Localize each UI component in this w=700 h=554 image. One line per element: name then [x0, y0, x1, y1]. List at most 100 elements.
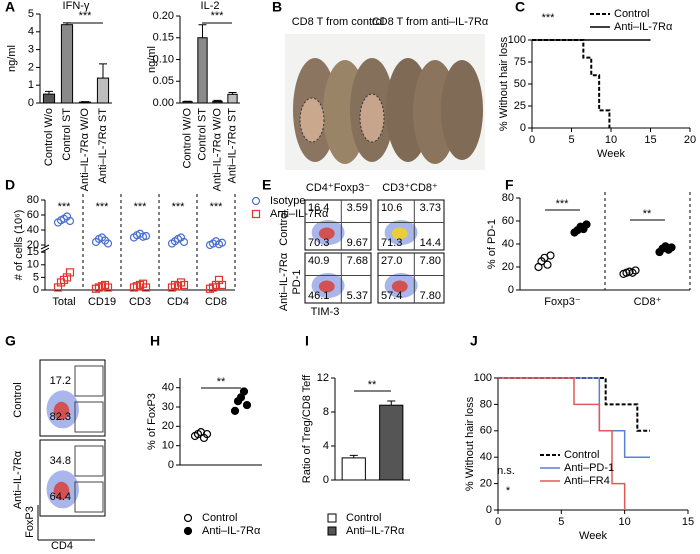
y-tick-label: 60 [27, 209, 39, 221]
y-tick-label: 0 [168, 459, 174, 471]
y-tick-label: 0 [486, 504, 492, 516]
gate-value: 34.8 [50, 455, 71, 467]
quadrant-value: 27.0 [381, 255, 402, 267]
y-tick-label: 40 [27, 224, 39, 236]
y-tick-label: 40 [162, 382, 174, 394]
y-tick-label: 80 [27, 194, 39, 206]
error-bar [99, 63, 107, 79]
x-tick-label: Control W/o [43, 108, 55, 166]
row-label: Control [12, 382, 24, 417]
legend-label: Anti–IL-7Rα [202, 525, 261, 537]
data-point [582, 220, 591, 229]
legend-label: Anti–PD-1 [564, 462, 614, 474]
data-point [103, 239, 113, 248]
data-point [217, 280, 227, 290]
y-tick-label: 20 [27, 239, 39, 251]
annotation: ** [368, 379, 377, 391]
error-bar [349, 454, 358, 458]
x-tick-label: CD3 [129, 296, 151, 308]
legend-label: Control [346, 512, 381, 524]
y-axis-label: PD-1 [291, 269, 303, 294]
y-tick-label: 0 [28, 97, 34, 109]
quadrant-value: 9.67 [347, 237, 368, 249]
y-tick-label: 20 [480, 478, 492, 490]
annotation: *** [210, 201, 224, 213]
x-tick-label: 10 [605, 134, 617, 146]
flow-panel: E CD4⁺Foxp3⁻ CD3⁺CD8⁺ Control Anti–IL-7R… [262, 177, 438, 318]
y-tick-label: 0.10 [153, 53, 174, 65]
y-axis-label: % of PD-1 [486, 219, 498, 269]
row-label: Control [278, 210, 290, 245]
legend-swatch [327, 526, 337, 536]
survival-line [532, 39, 611, 128]
y-axis-label: ng/ml [6, 45, 18, 72]
y-tick-label: 1 [28, 79, 34, 91]
survival-line [498, 377, 626, 510]
gate [74, 445, 104, 477]
row-label: Anti–IL-7Rα [278, 252, 290, 311]
panel-letter: D [5, 177, 15, 193]
quadrant-value: 7.80 [420, 255, 441, 267]
x-tick-label: CD8 [205, 296, 227, 308]
y-axis-label: % Without hair loss [498, 36, 510, 131]
bar [42, 93, 56, 104]
y-axis-label: Ratio of Treg/CD8 Teff [301, 374, 313, 483]
data-point [179, 280, 189, 290]
y-tick-label: 80 [502, 192, 514, 204]
annotation: *** [134, 201, 148, 213]
x-tick-label: 10 [619, 516, 631, 528]
panel-letter: J [470, 333, 478, 349]
data-point [546, 251, 555, 260]
legend-label: Isotype [270, 195, 305, 207]
y-axis-label: # of cells (10⁶) [13, 210, 25, 281]
cell-cloud [53, 481, 70, 501]
x-tick-label: Anti–IL-7Rα ST [226, 108, 238, 184]
y-tick-label: 0.20 [153, 10, 174, 22]
legend-swatch [183, 526, 193, 536]
annotation: *** [79, 10, 93, 22]
y-axis-label: ng/ml [146, 46, 158, 73]
row-label: Anti–IL-7Rα [12, 450, 24, 509]
gate [74, 365, 104, 397]
y-tick-label: 2 [28, 61, 34, 73]
x-tick-label: Anti–IL-7Rα W/O [79, 108, 91, 192]
flow-panel: G Control Anti–IL-7Rα FoxP3 CD4 [5, 333, 95, 552]
cell-cloud [53, 401, 70, 421]
annotation: *** [172, 201, 186, 213]
column-label: CD3⁺CD8⁺ [382, 182, 438, 194]
annotation: * [506, 485, 511, 497]
panel-letter: E [262, 177, 271, 193]
data-point [667, 243, 676, 252]
x-tick-label: 15 [644, 134, 656, 146]
annotation: *** [211, 10, 225, 22]
bar [182, 101, 193, 104]
y-tick-label: 12 [317, 372, 329, 384]
y-tick-label: 100 [474, 372, 492, 384]
hair-loss [359, 93, 385, 143]
x-tick-label: 5 [558, 516, 564, 528]
data-point [141, 283, 151, 292]
y-tick-label: 0 [508, 284, 514, 296]
y-tick-label: 0 [323, 474, 329, 486]
y-tick-label: 60 [502, 215, 514, 227]
error-bar [81, 101, 89, 103]
y-tick-label: 40 [502, 238, 514, 250]
gate-value: 82.3 [50, 411, 71, 423]
y-tick-label: 3 [28, 44, 34, 56]
data-point [631, 266, 640, 275]
y-tick-label: 8 [323, 406, 329, 418]
y-tick-label: 0.05 [153, 75, 174, 87]
quadrant-value: 3.73 [420, 202, 441, 214]
panel-letter: A [5, 0, 15, 15]
x-tick-label: 0 [495, 516, 501, 528]
y-axis-label: FoxP3 [24, 506, 36, 538]
x-tick-label: Control ST [61, 108, 73, 161]
x-tick-label: CD19 [88, 296, 116, 308]
photo-label: CD8 T from anti–IL-7Rα [372, 16, 489, 28]
legend-label: Anti–IL-7Rα [614, 21, 673, 33]
legend-label: Control [614, 8, 649, 20]
bar [212, 100, 223, 104]
quadrant-value: 5.37 [347, 290, 368, 302]
quadrant-value: 70.3 [308, 237, 329, 249]
data-point [242, 400, 252, 410]
